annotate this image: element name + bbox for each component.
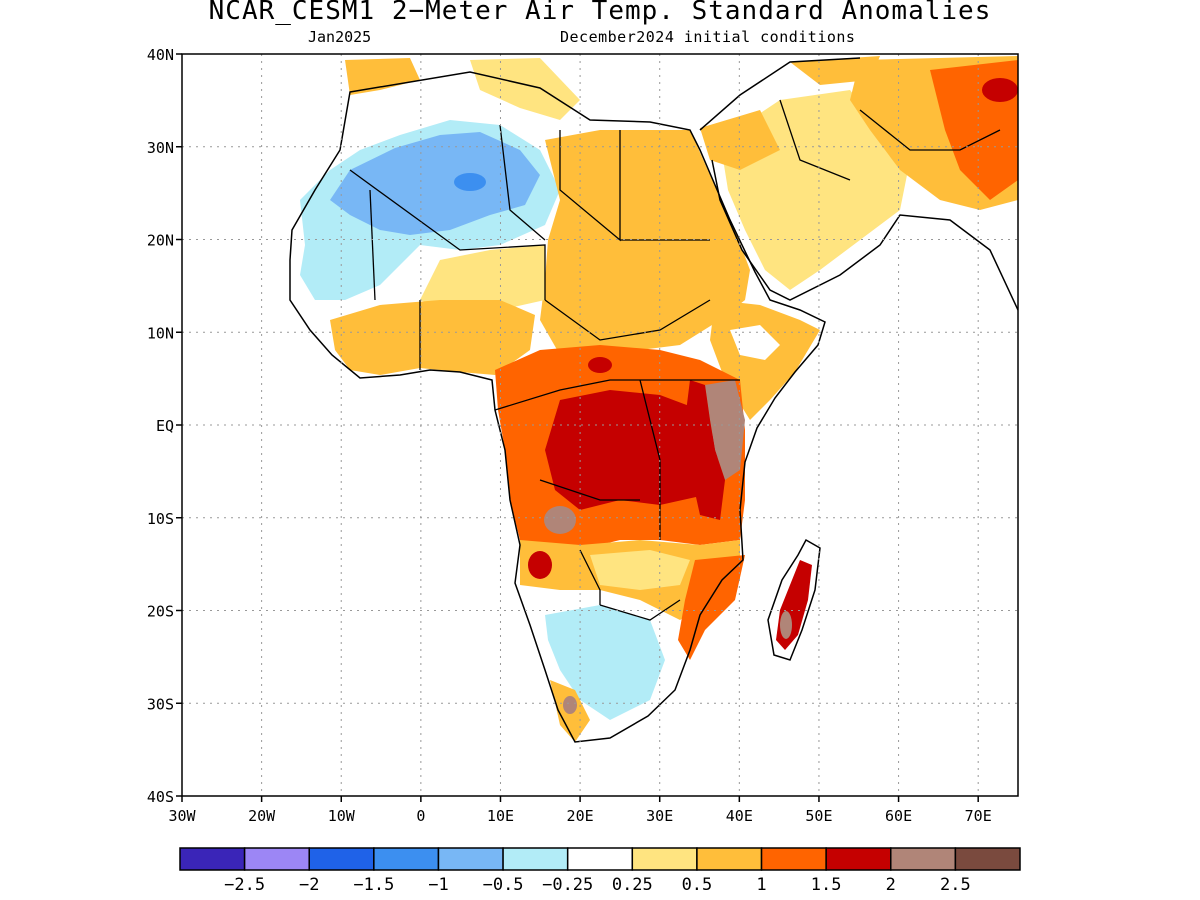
lon-tick-label: 30E (646, 807, 673, 825)
lon-tick-label: 50E (805, 807, 832, 825)
kenya-hot-rim (685, 380, 725, 520)
north-africa-coast-warm (345, 58, 420, 95)
iran-hot-core (982, 78, 1018, 102)
lat-tick-label: 30S (147, 695, 174, 713)
map-title: NCAR_CESM1 2−Meter Air Temp. Standard An… (208, 0, 992, 26)
madagascar-extreme-spot (780, 611, 792, 639)
anomaly-fills (300, 56, 1018, 742)
colorbar-swatch (437, 847, 504, 871)
lon-tick-label: 40E (726, 807, 753, 825)
colorbar-swatch (179, 847, 246, 871)
lon-tick-label: 20W (248, 807, 276, 825)
colorbar-swatch (566, 847, 634, 871)
colorbar-label: −0.5 (483, 875, 524, 895)
egypt-sudan-warm-area (540, 130, 750, 355)
colorbar-swatch (373, 847, 440, 871)
cape-extreme-spot (563, 696, 577, 714)
colorbar-swatch (631, 847, 698, 871)
lon-tick-label: 0 (416, 807, 425, 825)
lat-tick-label: 20N (147, 232, 174, 250)
colorbar-label: 1 (756, 875, 766, 895)
colorbar-label: 2 (886, 875, 896, 895)
sahara-cold-core (454, 173, 486, 191)
lon-tick-label: 60E (885, 807, 912, 825)
grid-lines (182, 54, 1018, 796)
namibia-hot-spot (528, 551, 552, 579)
colorbar-label: −1 (428, 875, 448, 895)
lat-tick-label: 20S (147, 603, 174, 621)
colorbar-swatch (760, 847, 827, 871)
forecast-month: Jan2025 (308, 28, 372, 46)
latitude-axis: 40N 30N 20N 10N EQ 10S 20S 30S 40S (147, 46, 182, 806)
lon-tick-label: 30W (168, 807, 196, 825)
lon-tick-label: 10E (487, 807, 514, 825)
colorbar-swatch (502, 847, 569, 871)
tunisia-warm (470, 58, 580, 120)
colorbar-swatch (825, 847, 892, 871)
east-africa-extreme-area (705, 380, 745, 480)
initial-conditions-label: December2024 initial conditions (560, 28, 856, 46)
sahel-warm-area (420, 245, 545, 315)
colorbar-label: −0.25 (542, 875, 593, 895)
lon-tick-label: 10W (328, 807, 356, 825)
colorbar-swatch (696, 847, 763, 871)
colorbar-label: 2.5 (940, 875, 971, 895)
colorbar-label: −2 (299, 875, 319, 895)
colorbar-swatch (954, 847, 1021, 871)
turkey-warm (790, 56, 880, 85)
longitude-axis: 30W 20W 10W 0 10E 20E 30E 40E 50E 60E 70E (168, 796, 992, 825)
ethiopia-neutral (730, 325, 780, 360)
west-africa-warm (330, 300, 535, 375)
colorbar-swatch (890, 847, 957, 871)
lon-tick-label: 20E (567, 807, 594, 825)
colorbar-label: 0.25 (612, 875, 653, 895)
angola-extreme-spot (544, 506, 576, 534)
congo-hot-area (545, 390, 720, 510)
lat-tick-label: EQ (156, 417, 174, 435)
levant-warm (700, 110, 780, 170)
central-sahara-cold-area (330, 132, 540, 235)
botswana-neutral (590, 550, 690, 590)
colorbar-label: 1.5 (811, 875, 842, 895)
colorbar-swatch (308, 847, 375, 871)
lat-tick-label: 10N (147, 324, 174, 342)
colorbar-swatch (243, 847, 310, 871)
lat-tick-label: 30N (147, 139, 174, 157)
car-hot-spot (588, 357, 612, 373)
lat-tick-label: 40N (147, 46, 174, 64)
arabia-coastline (699, 57, 1018, 311)
colorbar: −2.5 −2 −1.5 −1 −0.5 −0.25 0.25 0.5 1 1.5 2 2.5 (179, 847, 1021, 895)
lon-tick-label: 70E (965, 807, 992, 825)
colorbar-label: −2.5 (224, 875, 265, 895)
lat-tick-label: 40S (147, 788, 174, 806)
colorbar-label: 0.5 (682, 875, 713, 895)
colorbar-label: −1.5 (353, 875, 394, 895)
africa-coastline (289, 71, 826, 743)
lat-tick-label: 10S (147, 510, 174, 528)
